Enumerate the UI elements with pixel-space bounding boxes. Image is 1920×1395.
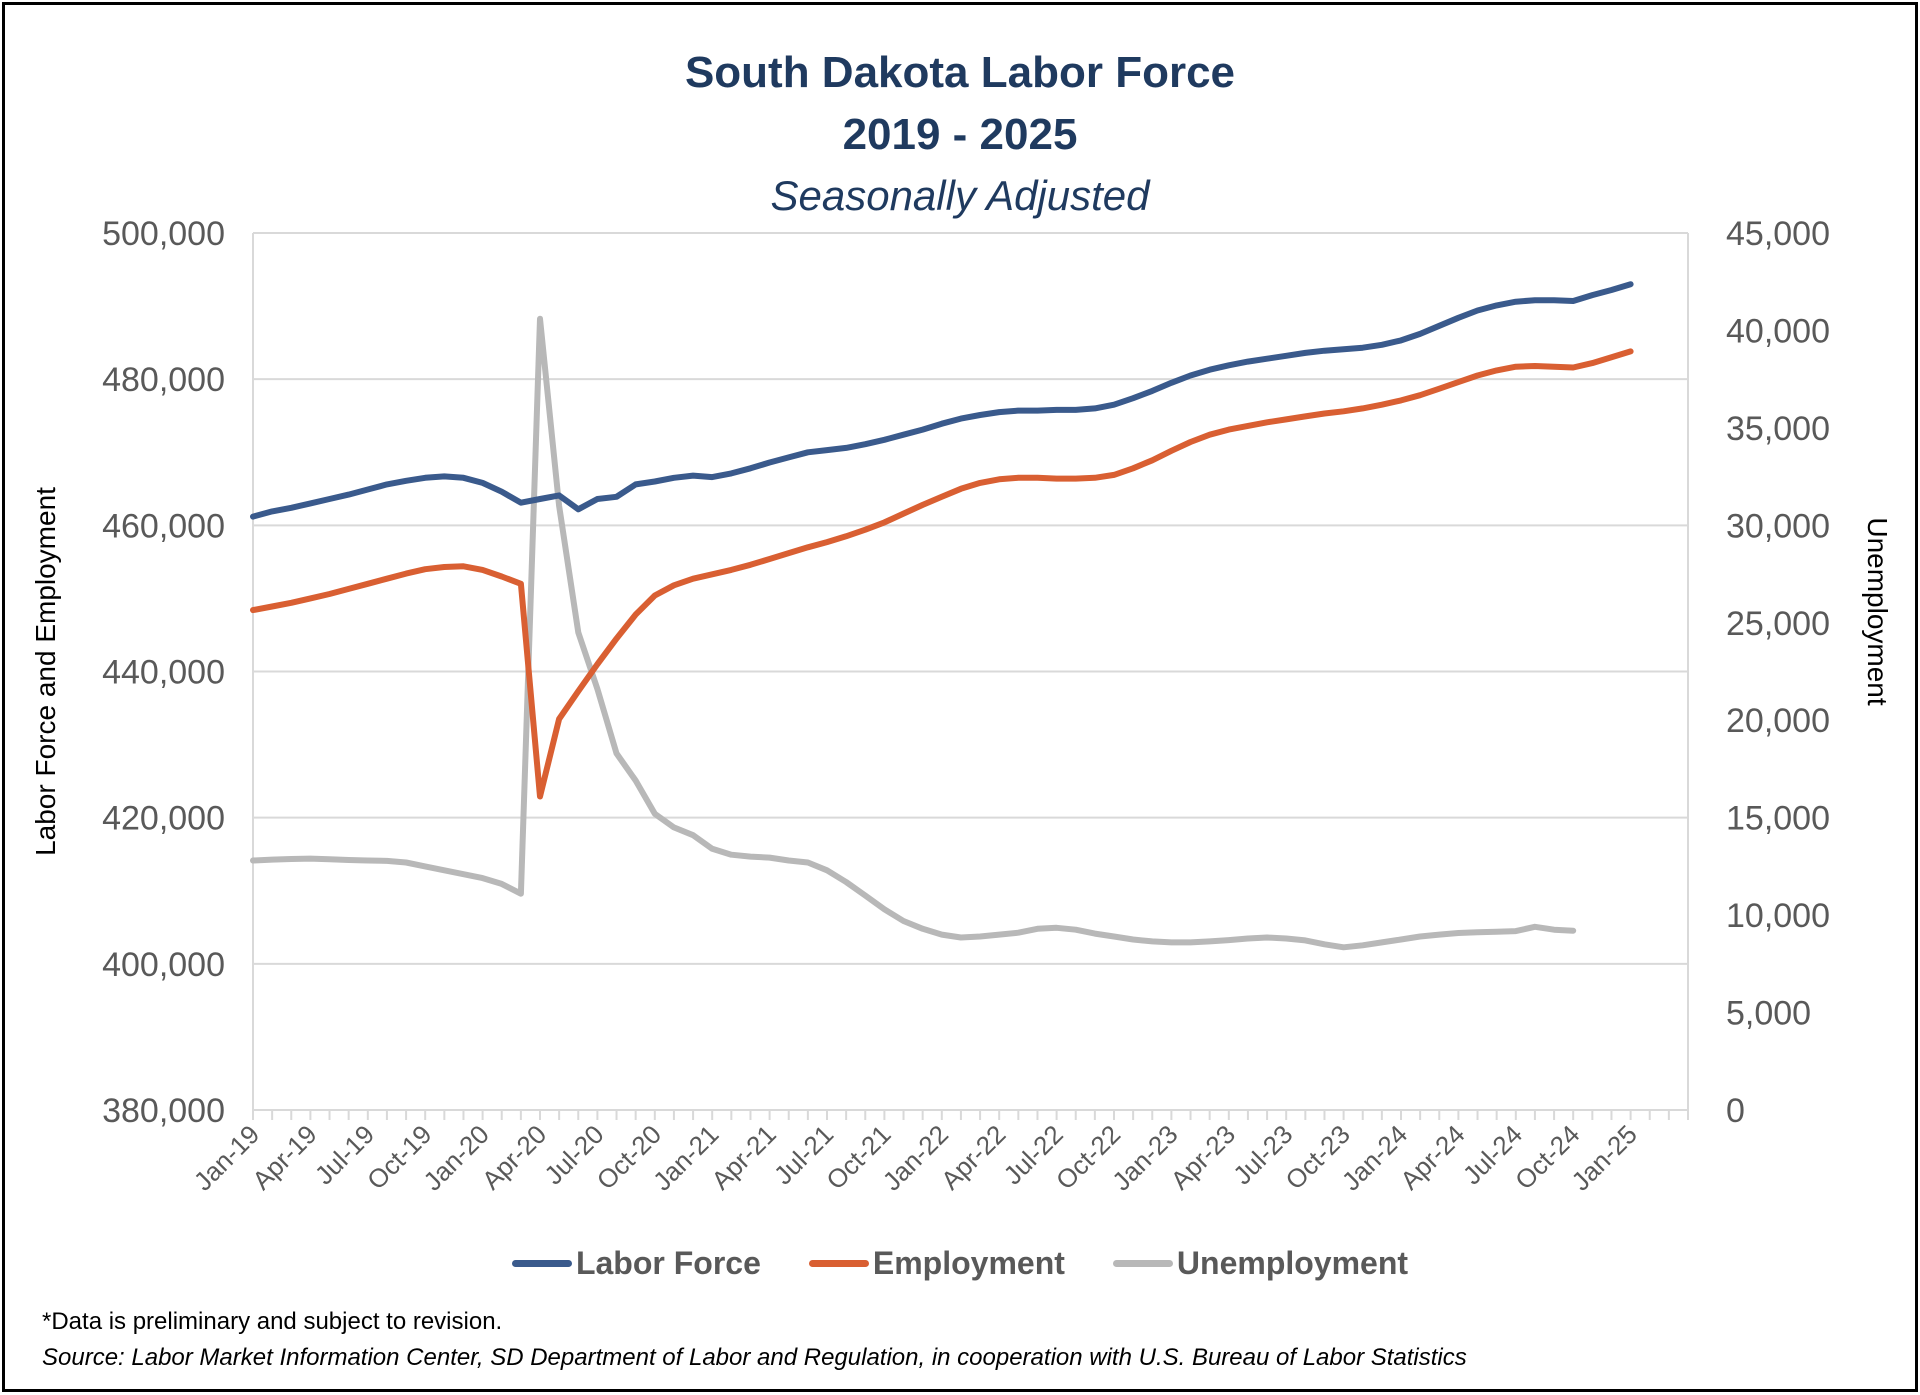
- right-axis-title: Unemployment: [1862, 517, 1893, 706]
- y2-tick-label: 15,000: [1726, 800, 1830, 838]
- x-tick-label: Jan-20: [417, 1119, 494, 1196]
- y-tick-label: 500,000: [102, 215, 225, 253]
- preliminary-note: *Data is preliminary and subject to revi…: [42, 1308, 503, 1335]
- legend-item-labor-force: Labor Force: [511, 1245, 761, 1282]
- y-tick-label: 380,000: [102, 1092, 225, 1130]
- y2-tick-label: 0: [1726, 1092, 1745, 1130]
- x-tick-label: Jan-19: [188, 1119, 265, 1196]
- x-tick-label: Apr-19: [246, 1119, 322, 1195]
- x-tick-label: Jan-22: [877, 1119, 954, 1196]
- y-tick-label: 400,000: [102, 946, 225, 984]
- y2-tick-label: 30,000: [1726, 507, 1830, 545]
- series-line-unemployment: [250, 315, 1577, 951]
- x-tick-label: Apr-24: [1394, 1119, 1470, 1195]
- chart-title: South Dakota Labor Force: [684, 48, 1236, 97]
- y2-tick-label: 5,000: [1726, 995, 1811, 1033]
- legend: Labor Force Employment Unemployment: [0, 1245, 1920, 1282]
- source-note: Source: Labor Market Information Center,…: [42, 1344, 1467, 1371]
- x-tick-label: Jan-21: [647, 1119, 724, 1196]
- y2-tick-label: 25,000: [1726, 605, 1830, 643]
- legend-swatch: [1112, 1260, 1173, 1267]
- legend-swatch: [511, 1260, 572, 1267]
- series-line-labor-force: [250, 281, 1634, 520]
- x-tick-label: Apr-20: [476, 1119, 552, 1195]
- series-lines: [250, 281, 1634, 951]
- legend-item-unemployment: Unemployment: [1112, 1245, 1409, 1282]
- x-tick-label: Jan-25: [1565, 1119, 1642, 1196]
- y2-tick-label: 10,000: [1726, 897, 1830, 935]
- y2-tick-label: 40,000: [1726, 312, 1830, 350]
- x-tick-label: Apr-22: [935, 1119, 1011, 1195]
- x-tick-label: Apr-21: [705, 1119, 781, 1195]
- x-tick-label: Apr-23: [1165, 1119, 1241, 1195]
- y-tick-label: 480,000: [102, 361, 225, 399]
- series-line-employment: [250, 348, 1634, 800]
- legend-label: Employment: [872, 1245, 1065, 1281]
- y2-tick-label: 20,000: [1726, 702, 1830, 740]
- x-axis-ticks: Jan-19Apr-19Jul-19Oct-19Jan-20Apr-20Jul-…: [188, 1110, 1689, 1196]
- y-tick-label: 460,000: [102, 507, 225, 545]
- gridlines: [252, 232, 1689, 1111]
- x-tick-label: Jan-24: [1336, 1119, 1413, 1196]
- y-tick-label: 420,000: [102, 800, 225, 838]
- chart-subtitle: Seasonally Adjusted: [770, 172, 1150, 219]
- y2-tick-label: 45,000: [1726, 215, 1830, 253]
- legend-swatch: [808, 1260, 869, 1267]
- legend-label: Labor Force: [575, 1245, 761, 1281]
- legend-label: Unemployment: [1176, 1245, 1409, 1281]
- chart-title-years: 2019 - 2025: [842, 110, 1078, 159]
- left-axis-title: Labor Force and Employment: [30, 487, 61, 856]
- legend-item-employment: Employment: [808, 1245, 1065, 1282]
- x-tick-label: Jan-23: [1106, 1119, 1183, 1196]
- right-axis-ticks: 0 5,000 10,000 15,000 20,000 25,000 30,000 35,0…: [1726, 215, 1830, 1130]
- y2-tick-label: 35,000: [1726, 410, 1830, 448]
- y-tick-label: 440,000: [102, 654, 225, 692]
- left-axis-ticks: 380,000 400,000 420,000 440,000 460,000 480,0…: [102, 215, 225, 1130]
